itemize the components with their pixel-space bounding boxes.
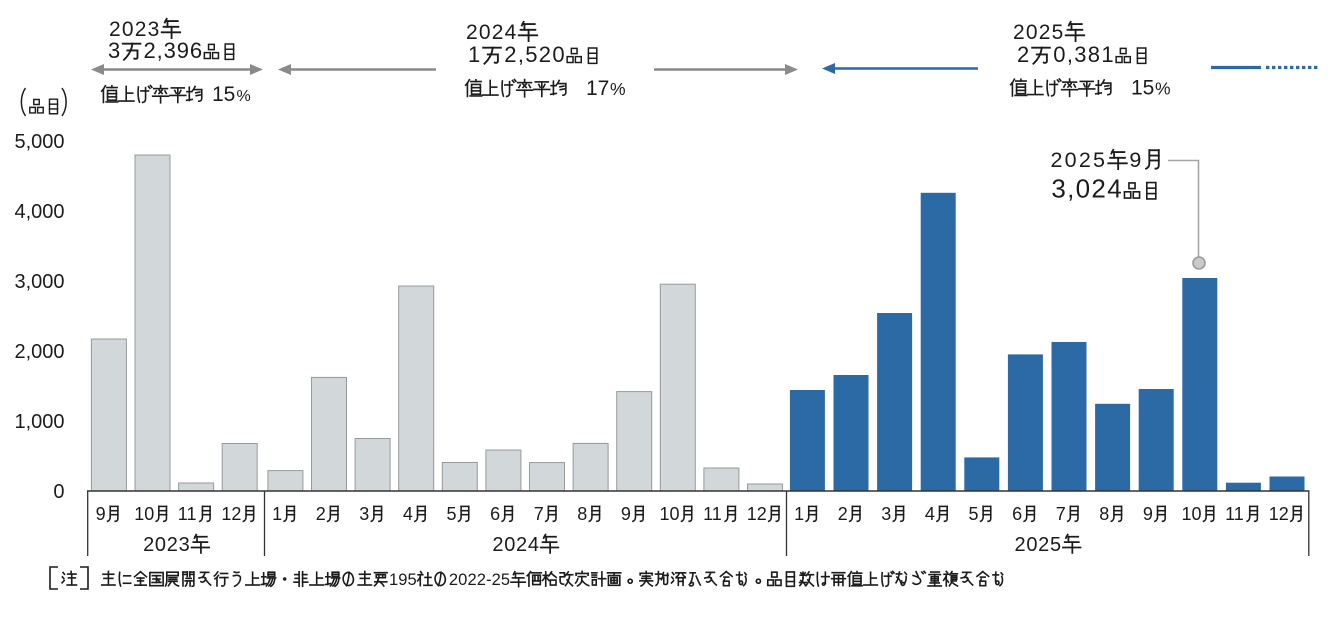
svg-text:9: 9 [1129, 148, 1143, 172]
svg-text:3: 3 [108, 38, 121, 63]
svg-text:5: 5 [447, 504, 457, 524]
svg-text:12: 12 [221, 504, 241, 524]
svg-text:2: 2 [838, 504, 848, 524]
svg-text:%: % [610, 79, 626, 99]
svg-text:7: 7 [1056, 504, 1066, 524]
svg-text:9: 9 [96, 504, 106, 524]
svg-text:3: 3 [359, 504, 369, 524]
svg-text:2,520: 2,520 [504, 42, 566, 67]
svg-text:2025: 2025 [1013, 21, 1065, 44]
svg-text:9: 9 [1143, 504, 1153, 524]
svg-text:8: 8 [1099, 504, 1109, 524]
svg-text:6: 6 [1012, 504, 1022, 524]
svg-text:4,000: 4,000 [15, 201, 65, 223]
svg-text:11: 11 [178, 504, 197, 524]
svg-text:%: % [1155, 79, 1171, 99]
svg-text:12: 12 [747, 504, 767, 524]
svg-text:2024: 2024 [492, 534, 539, 556]
svg-text:2025: 2025 [1015, 534, 1062, 556]
svg-text:1: 1 [468, 42, 482, 67]
svg-text:15: 15 [212, 83, 235, 106]
svg-text:2023: 2023 [109, 18, 161, 41]
svg-text:4: 4 [403, 504, 413, 524]
svg-text:3,024: 3,024 [1051, 174, 1123, 204]
svg-text:195: 195 [389, 571, 417, 589]
svg-text:15: 15 [1131, 77, 1154, 100]
svg-text:2: 2 [1017, 42, 1031, 67]
svg-text:11: 11 [703, 504, 722, 524]
svg-text:9: 9 [621, 504, 631, 524]
svg-text:4: 4 [925, 504, 935, 524]
svg-text:17: 17 [586, 77, 609, 100]
svg-text:1: 1 [272, 504, 282, 524]
svg-text:%: % [237, 88, 251, 105]
svg-text:5: 5 [969, 504, 979, 524]
svg-text:10: 10 [1182, 504, 1202, 524]
svg-text:1: 1 [794, 504, 804, 524]
svg-text:2024: 2024 [466, 21, 518, 44]
svg-text:3: 3 [881, 504, 891, 524]
svg-text:7: 7 [534, 504, 544, 524]
svg-text:2023: 2023 [143, 534, 190, 556]
svg-text:0,381: 0,381 [1053, 42, 1115, 67]
svg-text:5,000: 5,000 [15, 131, 65, 153]
svg-text:1,000: 1,000 [15, 411, 65, 433]
svg-text:2: 2 [316, 504, 326, 524]
svg-text:2022-25: 2022-25 [449, 571, 510, 589]
svg-text:2025: 2025 [1051, 148, 1108, 172]
svg-text:3,000: 3,000 [15, 271, 65, 293]
svg-text:8: 8 [577, 504, 587, 524]
svg-text:11: 11 [1225, 504, 1244, 524]
svg-text:10: 10 [134, 504, 154, 524]
svg-text:2,396: 2,396 [144, 38, 204, 63]
svg-text:12: 12 [1269, 504, 1289, 524]
svg-text:2,000: 2,000 [15, 341, 65, 363]
svg-text:10: 10 [660, 504, 680, 524]
svg-text:0: 0 [53, 481, 64, 503]
svg-text:6: 6 [490, 504, 500, 524]
